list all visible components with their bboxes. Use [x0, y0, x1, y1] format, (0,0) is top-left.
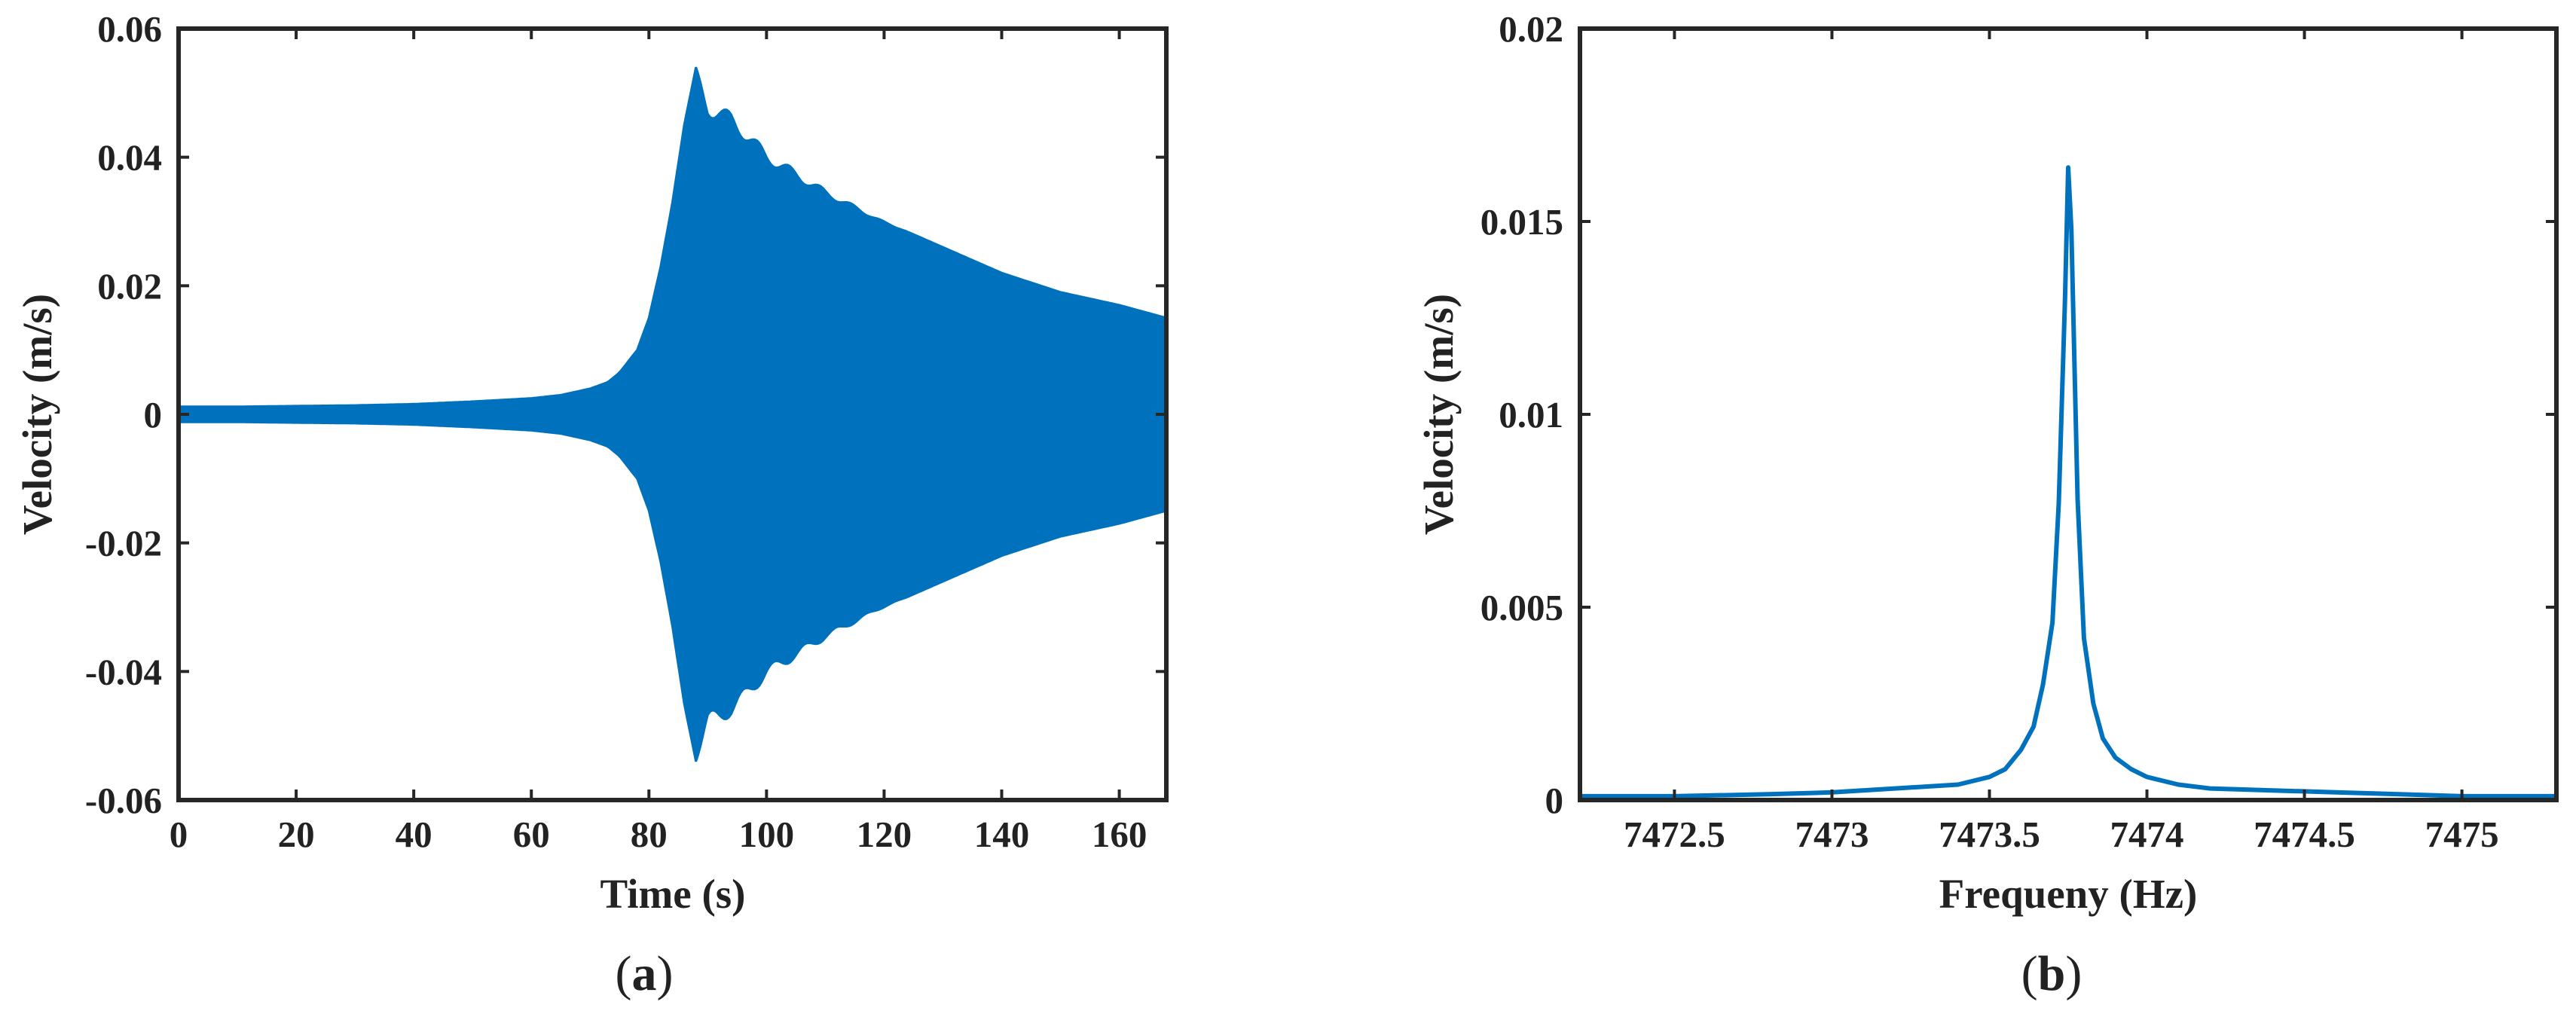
x-tick-label: 7472.5: [1624, 814, 1725, 855]
y-axis-label: Velocity (m/s): [1416, 294, 1462, 535]
velocity-time-series: [177, 66, 1168, 762]
x-tick-label: 160: [1092, 814, 1147, 855]
y-tick-label: 0: [1545, 780, 1564, 821]
x-tick-label: 7474: [2110, 814, 2184, 855]
x-tick-labels: 0 20 40 60 80 100 120 140 160: [170, 814, 1147, 855]
panel-a: 0 20 40 60 80 100 120 140 160 0.06 0.04 0.02 0 -0.02…: [14, 8, 1169, 1001]
x-tick-label: 7474.5: [2254, 814, 2355, 855]
y-tick-label: 0.015: [1481, 201, 1563, 243]
x-tick-label: 7475: [2425, 814, 2499, 855]
plot-frame: [1578, 26, 2559, 802]
y-tick-label: 0.02: [1499, 8, 1563, 50]
signal-envelope: [177, 66, 1168, 762]
frequency-spectrum-line: [1580, 165, 2556, 799]
x-tick-label: 40: [396, 814, 432, 855]
x-tick-label: 120: [857, 814, 912, 855]
x-tick-label: 0: [170, 814, 188, 855]
x-axis-label: Time (s): [600, 871, 746, 917]
y-tick-label: 0.02: [97, 265, 162, 307]
x-tick-label: 60: [513, 814, 550, 855]
x-tick-label: 7473: [1795, 814, 1869, 855]
y-tick-label: 0.04: [97, 137, 162, 179]
y-tick-labels: 0.06 0.04 0.02 0 -0.02 -0.04 -0.06: [85, 8, 162, 821]
x-tick-label: 20: [278, 814, 315, 855]
y-tick-label: 0.005: [1481, 587, 1563, 628]
caption-a: (a): [616, 946, 674, 1001]
caption-b: (b): [2021, 946, 2082, 1001]
y-tick-label: 0: [144, 394, 163, 435]
x-tick-label: 7473.5: [1939, 814, 2040, 855]
tick-marks: [1580, 27, 2556, 802]
x-tick-label: 80: [631, 814, 668, 855]
tick-marks: [177, 27, 1166, 802]
panel-b: 7472.5 7473 7473.5 7474 7474.5 7475 0.02 0.015…: [1416, 8, 2559, 1001]
y-tick-label: -0.02: [85, 523, 162, 564]
y-tick-label: -0.04: [85, 651, 162, 692]
x-tick-label: 140: [974, 814, 1030, 855]
y-tick-labels: 0.02 0.015 0.01 0.005 0: [1481, 8, 1563, 821]
x-axis-label: Frequeny (Hz): [1939, 871, 2198, 917]
y-tick-label: -0.06: [85, 780, 162, 821]
y-axis-label: Velocity (m/s): [14, 294, 60, 535]
y-tick-label: 0.01: [1499, 394, 1563, 435]
y-tick-label: 0.06: [97, 8, 162, 50]
x-tick-label: 100: [739, 814, 795, 855]
x-tick-labels: 7472.5 7473 7473.5 7474 7474.5 7475: [1624, 814, 2499, 855]
